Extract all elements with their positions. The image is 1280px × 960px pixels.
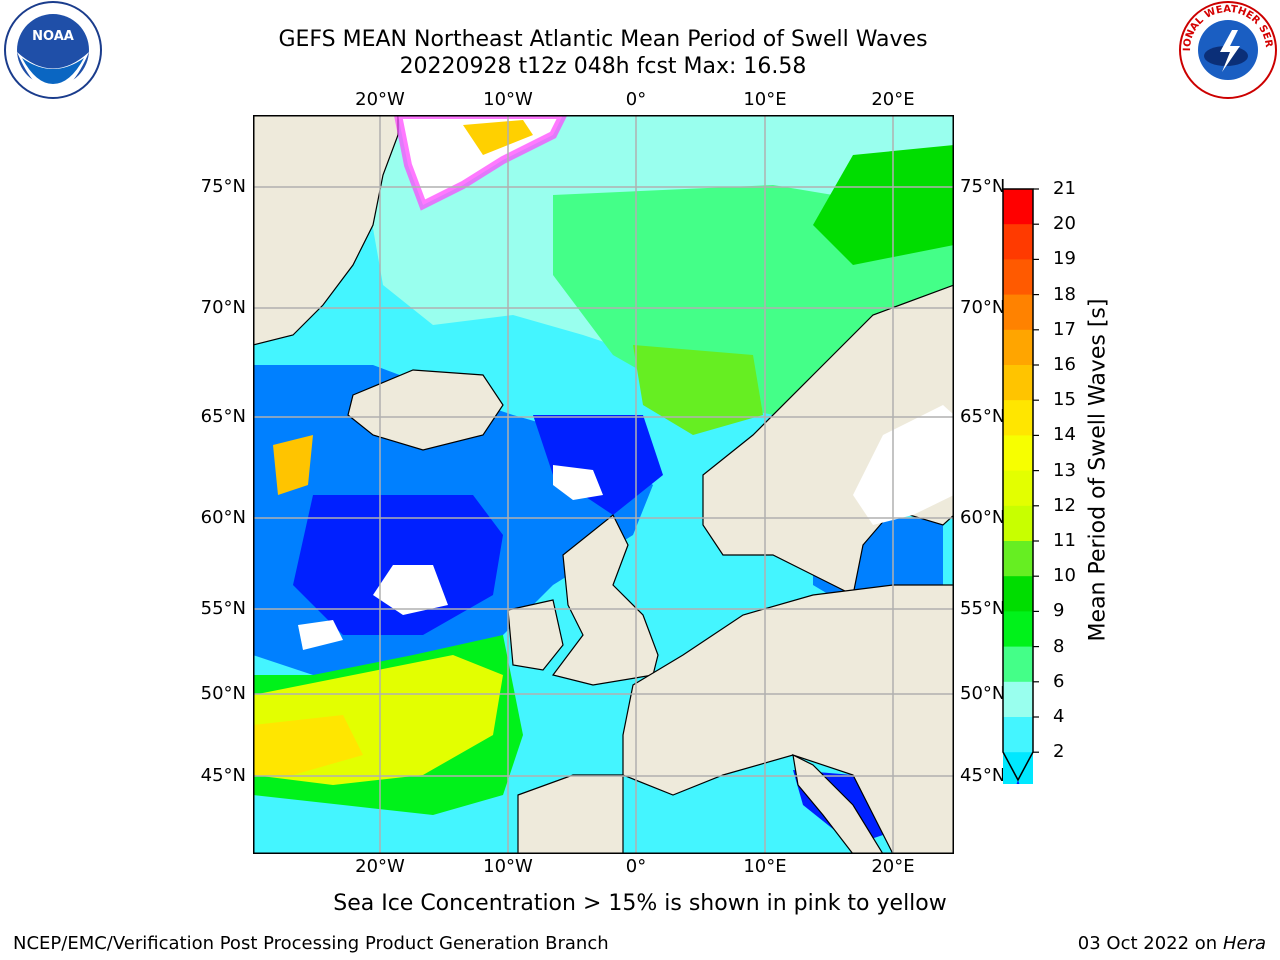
ireland-landmass bbox=[507, 599, 564, 671]
colorbar-outline bbox=[1002, 188, 1034, 782]
colorbar-label-12: 12 bbox=[1053, 494, 1076, 516]
colorbar-label-21: 21 bbox=[1053, 178, 1076, 199]
lat-tick-right-75n: 75°N bbox=[960, 176, 1006, 197]
lat-tick-left-65n: 65°N bbox=[200, 406, 246, 427]
lon-tick-bottom-0: 0° bbox=[625, 856, 647, 877]
run-date-text: 03 Oct 2022 on bbox=[1077, 933, 1223, 954]
lat-tick-right-70n: 70°N bbox=[960, 297, 1006, 318]
colorbar-band-15 bbox=[1003, 717, 1033, 753]
colorbar-label-6: 6 bbox=[1053, 670, 1065, 692]
colorbar-band-0 bbox=[1003, 189, 1033, 225]
no-data-patch-1 bbox=[373, 565, 448, 615]
lat-tick-left-70n: 70°N bbox=[200, 297, 246, 318]
colorbar-band-8 bbox=[1003, 470, 1033, 507]
swell-period-map bbox=[253, 115, 954, 854]
lat-tick-left-60n: 60°N bbox=[200, 507, 246, 528]
colorbar-band-11 bbox=[1003, 576, 1033, 612]
noaa-logo: NOAA bbox=[4, 1, 102, 99]
colorbar-band-12 bbox=[1003, 611, 1033, 648]
graticule bbox=[253, 115, 954, 854]
lon-tick-top-20e: 20°E bbox=[871, 89, 915, 110]
colorbar-band-5 bbox=[1003, 365, 1033, 401]
lat-tick-right-65n: 65°N bbox=[960, 406, 1006, 427]
colorbar-title: Mean Period of Swell Waves [s] bbox=[1085, 298, 1111, 642]
chart-subtitle: 20220928 t12z 048h fcst Max: 16.58 bbox=[399, 54, 807, 79]
sea-ice-note: Sea Ice Concentration > 15% is shown in … bbox=[333, 891, 947, 916]
run-system: Hera bbox=[1222, 933, 1266, 954]
swell-band-15s bbox=[253, 715, 363, 775]
no-data-patch-3 bbox=[298, 620, 343, 650]
gulf-of-bothnia bbox=[853, 405, 954, 525]
lon-tick-top-0: 0° bbox=[625, 89, 647, 110]
swell-band-2s-faroe bbox=[533, 415, 663, 515]
iberia-landmass bbox=[517, 774, 624, 854]
chart-title: GEFS MEAN Northeast Atlantic Mean Period… bbox=[278, 27, 928, 52]
run-date: 03 Oct 2022 on Hera bbox=[1078, 933, 1266, 954]
colorbar-bands bbox=[1003, 189, 1033, 784]
italy-landmass bbox=[792, 753, 884, 854]
colorbar-band-7 bbox=[1003, 435, 1033, 472]
no-data-patch-2 bbox=[553, 465, 603, 500]
lon-tick-top-10w: 10°W bbox=[483, 89, 533, 110]
colorbar-label-19: 19 bbox=[1053, 248, 1076, 270]
swell-band-11s-norway bbox=[633, 345, 763, 435]
colorbar-label-9: 9 bbox=[1053, 600, 1065, 622]
lon-tick-top-20w: 20°W bbox=[355, 89, 405, 110]
colorbar-band-4 bbox=[1003, 329, 1033, 366]
lon-tick-bottom-10e: 10°E bbox=[743, 856, 787, 877]
colorbar-extend-triangle bbox=[1016, 780, 1020, 784]
colorbar-label-11: 11 bbox=[1053, 530, 1076, 551]
colorbar-band-1 bbox=[1003, 224, 1033, 260]
colorbar-band-6 bbox=[1003, 400, 1033, 436]
lat-tick-left-50n: 50°N bbox=[200, 683, 246, 704]
lat-tick-right-55n: 55°N bbox=[960, 598, 1006, 619]
colorbar-band-2 bbox=[1003, 259, 1033, 296]
colorbar-label-15: 15 bbox=[1053, 389, 1076, 411]
colorbar-label-8: 8 bbox=[1053, 635, 1065, 657]
colorbar-band-10 bbox=[1003, 541, 1033, 577]
lat-tick-left-75n: 75°N bbox=[200, 176, 246, 197]
nws-logo: NATIONAL WEATHER SERVICE bbox=[1178, 0, 1277, 99]
colorbar-band-9 bbox=[1003, 505, 1033, 542]
colorbar-label-2: 2 bbox=[1053, 741, 1065, 763]
sea-ice-edge bbox=[393, 115, 568, 211]
lon-tick-bottom-20e: 20°E bbox=[871, 856, 915, 877]
sea-ice-high-concentration bbox=[463, 120, 533, 155]
credit-line: NCEP/EMC/Verification Post Processing Pr… bbox=[13, 933, 609, 954]
lon-tick-bottom-10w: 10°W bbox=[483, 856, 533, 877]
swell-band-11s-north bbox=[813, 145, 954, 265]
colorbar-label-13: 13 bbox=[1053, 459, 1076, 481]
colorbar-label-10: 10 bbox=[1053, 565, 1076, 587]
colorbar-label-14: 14 bbox=[1053, 424, 1076, 446]
colorbar-label-4: 4 bbox=[1053, 706, 1065, 727]
lon-tick-top-10e: 10°E bbox=[743, 89, 787, 110]
swell-band-16s-west bbox=[273, 435, 313, 495]
lat-tick-left-45n: 45°N bbox=[200, 765, 246, 786]
iceland-landmass bbox=[347, 369, 504, 451]
colorbar-band-3 bbox=[1003, 294, 1033, 331]
lat-tick-right-50n: 50°N bbox=[960, 683, 1006, 704]
colorbar-band-14 bbox=[1003, 681, 1033, 718]
colorbar-label-17: 17 bbox=[1053, 318, 1076, 340]
colorbar-label-20: 20 bbox=[1053, 213, 1076, 235]
lat-tick-left-55n: 55°N bbox=[200, 598, 246, 619]
lat-tick-right-45n: 45°N bbox=[960, 765, 1006, 786]
great-britain-landmass bbox=[551, 514, 659, 686]
colorbar-label-18: 18 bbox=[1053, 283, 1076, 305]
colorbar-ticks bbox=[1033, 188, 1039, 753]
svg-text:NOAA: NOAA bbox=[32, 29, 74, 44]
lat-tick-right-60n: 60°N bbox=[960, 507, 1006, 528]
colorbar-band-13 bbox=[1003, 646, 1033, 683]
lon-tick-bottom-20w: 20°W bbox=[355, 856, 405, 877]
map-border bbox=[253, 115, 954, 854]
colorbar bbox=[1002, 188, 1039, 784]
colorbar-label-16: 16 bbox=[1053, 354, 1076, 375]
